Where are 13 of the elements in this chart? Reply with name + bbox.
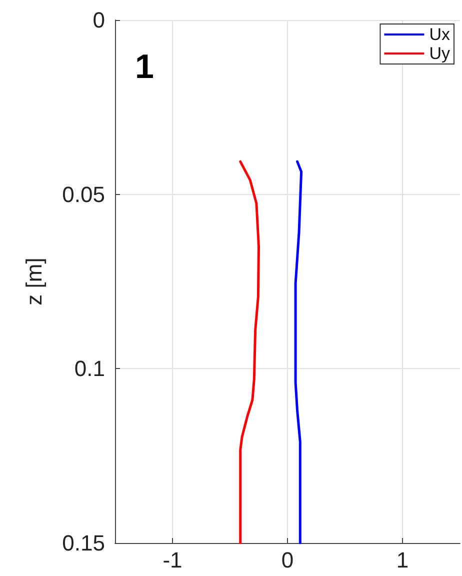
y-tick-label: 0.1 bbox=[74, 356, 105, 382]
y-tick-label: 0 bbox=[92, 8, 105, 32]
line-series bbox=[294, 160, 303, 544]
y-tick-label: 0.05 bbox=[62, 182, 105, 207]
x-tick-label: -1 bbox=[162, 548, 182, 572]
legend-label: Uy bbox=[429, 44, 450, 63]
annotation: 1 bbox=[135, 48, 154, 86]
x-tick-label: 1 bbox=[396, 548, 409, 572]
line-series bbox=[239, 160, 260, 544]
x-tick-label: 0 bbox=[281, 548, 294, 572]
y-tick-label: 0.15 bbox=[62, 530, 105, 556]
y-axis-title: z [m] bbox=[22, 258, 46, 306]
legend-label: Ux bbox=[429, 25, 450, 44]
